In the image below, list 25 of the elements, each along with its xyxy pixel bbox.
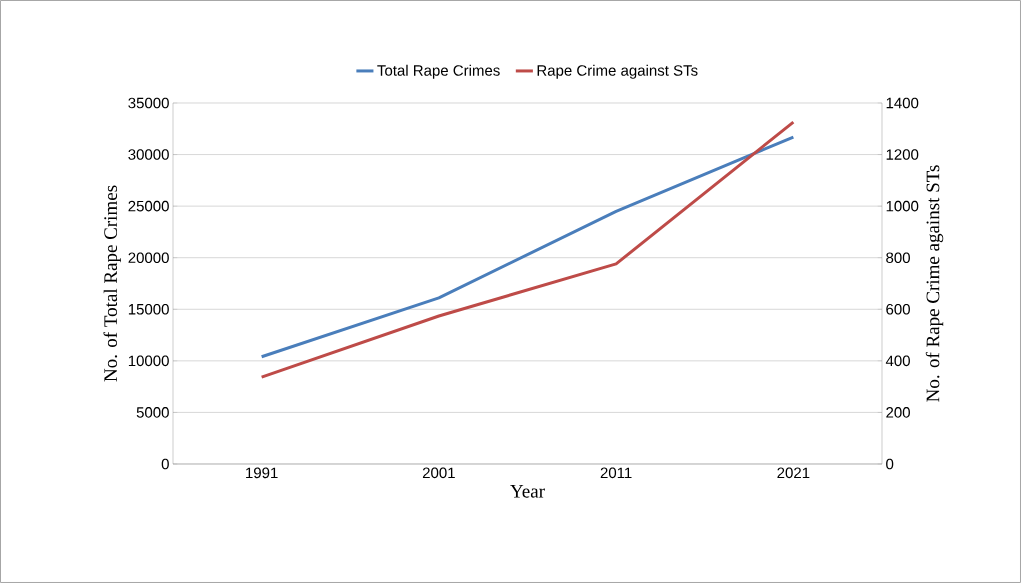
y2-tick-label: 600 xyxy=(886,303,910,315)
legend-label: Total Rape Crimes xyxy=(377,64,500,79)
y-tick-label: 30000 xyxy=(128,149,169,160)
x-axis-title: Year xyxy=(510,485,545,498)
y-axis-title: No. of Total Rape Crimes xyxy=(103,185,121,382)
x-tick-label: 2011 xyxy=(600,467,632,479)
y2-tick-label: 1400 xyxy=(886,97,919,109)
y2-tick-label: 1000 xyxy=(886,200,919,212)
y-tick-label: 0 xyxy=(161,458,169,470)
y-tick-label: 10000 xyxy=(128,355,169,367)
y-tick-label: 35000 xyxy=(128,97,169,109)
x-tick-label: 2001 xyxy=(422,467,455,479)
y-tick-label: 5000 xyxy=(136,407,169,418)
y-tick-label: 15000 xyxy=(128,303,169,315)
y2-tick-label: 400 xyxy=(885,355,910,367)
x-tick-label: 2021 xyxy=(777,467,810,479)
y2-tick-label: 0 xyxy=(886,458,894,470)
y2-axis-title: No. of Rape Crime against STs xyxy=(925,165,944,402)
y-tick-label: 25000 xyxy=(128,200,169,212)
y-tick-label: 20000 xyxy=(128,252,169,264)
x-tick-label: 1991 xyxy=(246,467,278,479)
y2-tick-label: 1200 xyxy=(886,149,919,160)
y2-tick-label: 200 xyxy=(886,407,910,418)
y2-tick-label: 800 xyxy=(886,252,910,264)
legend-label: Rape Crime against STs xyxy=(537,64,698,79)
